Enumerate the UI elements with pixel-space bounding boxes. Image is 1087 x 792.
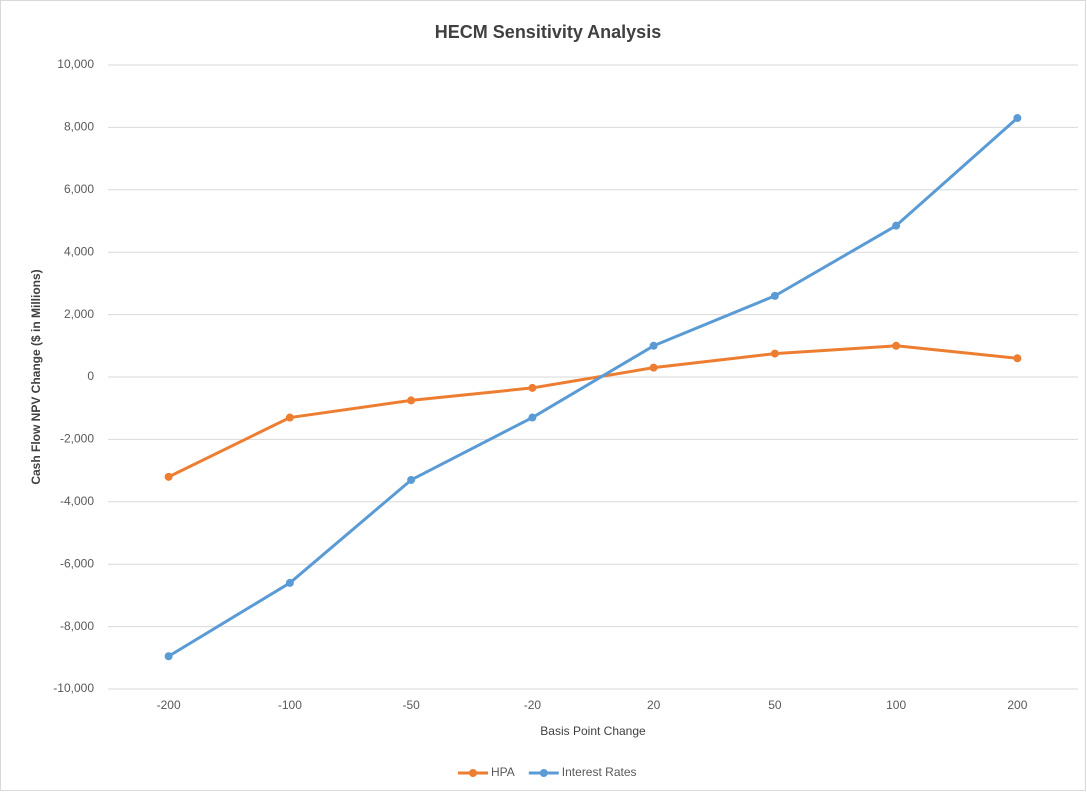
data-point [285, 413, 294, 422]
y-tick-label: 10,000 [57, 57, 94, 71]
y-tick-label: 2,000 [64, 307, 94, 321]
x-tick-label: 50 [768, 698, 782, 712]
data-point [770, 349, 779, 358]
y-tick-label: 4,000 [64, 244, 94, 258]
y-tick-label: -10,000 [53, 681, 94, 695]
x-tick-label: 200 [1007, 698, 1027, 712]
data-point [892, 341, 901, 350]
x-tick-label: -50 [402, 698, 420, 712]
data-point [407, 396, 416, 405]
data-point [649, 341, 658, 350]
y-tick-label: 6,000 [64, 182, 94, 196]
y-tick-label: -4,000 [60, 494, 94, 508]
y-axis-title: Cash Flow NPV Change ($ in Millions) [29, 269, 43, 484]
legend-label: HPA [491, 765, 515, 779]
y-tick-label: 8,000 [64, 120, 94, 134]
y-tick-label: -6,000 [60, 556, 94, 570]
legend-marker [469, 769, 477, 777]
x-tick-label: -200 [157, 698, 181, 712]
data-point [649, 363, 658, 372]
y-tick-label: -2,000 [60, 432, 94, 446]
data-point [164, 472, 173, 481]
data-point [164, 652, 173, 661]
legend-label: Interest Rates [562, 765, 637, 779]
series-line [167, 116, 1019, 658]
x-tick-label: 100 [886, 698, 906, 712]
data-point [407, 475, 416, 484]
data-point [528, 383, 537, 392]
data-point [1013, 114, 1022, 123]
x-axis-title: Basis Point Change [540, 724, 646, 738]
data-point [285, 578, 294, 587]
data-point [770, 291, 779, 300]
series-line [167, 344, 1018, 479]
y-tick-label: 0 [87, 369, 94, 383]
x-tick-label: -20 [524, 698, 542, 712]
data-point [528, 413, 537, 422]
y-tick-label: -8,000 [60, 619, 94, 633]
chart-title: HECM Sensitivity Analysis [435, 22, 661, 42]
x-tick-label: -100 [278, 698, 302, 712]
legend-marker [539, 769, 548, 777]
data-point [1013, 354, 1022, 363]
x-tick-label: 20 [647, 698, 661, 712]
data-point [892, 221, 901, 230]
